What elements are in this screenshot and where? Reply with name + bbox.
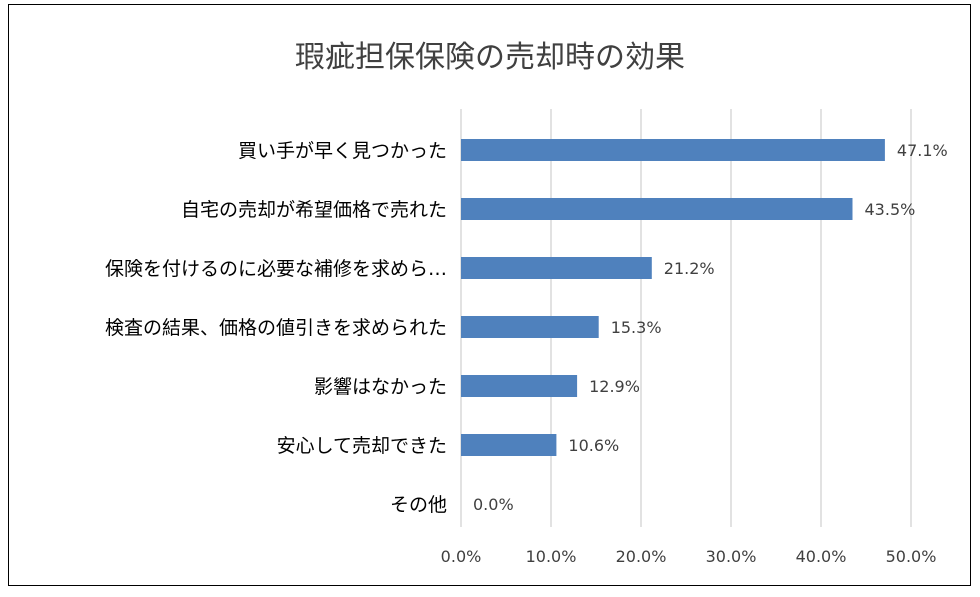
category-label: 検査の結果、価格の値引きを求められた bbox=[105, 317, 447, 339]
x-tick-label: 0.0% bbox=[441, 547, 482, 566]
chart-title: 瑕疵担保保険の売却時の効果 bbox=[295, 40, 685, 75]
category-labels: 買い手が早く見つかった自宅の売却が希望価格で売れた保険を付けるのに必要な補修を求… bbox=[105, 140, 447, 516]
x-tick-label: 30.0% bbox=[706, 547, 757, 566]
category-label: 影響はなかった bbox=[314, 376, 447, 398]
category-label: 保険を付けるのに必要な補修を求めら… bbox=[105, 258, 447, 280]
bar bbox=[461, 434, 557, 456]
category-label: 安心して売却できた bbox=[277, 435, 447, 457]
data-label: 15.3% bbox=[611, 318, 662, 337]
bar bbox=[461, 316, 599, 338]
x-tick-label: 10.0% bbox=[526, 547, 577, 566]
bar bbox=[461, 198, 853, 220]
category-label: 買い手が早く見つかった bbox=[238, 140, 447, 162]
bar bbox=[461, 139, 885, 161]
bars-group bbox=[461, 139, 885, 456]
chart-frame: 瑕疵担保保険の売却時の効果 買い手が早く見つかった自宅の売却が希望価格で売れた保… bbox=[8, 4, 971, 586]
bar bbox=[461, 257, 652, 279]
data-label: 21.2% bbox=[664, 259, 715, 278]
data-label: 12.9% bbox=[589, 377, 640, 396]
x-tick-labels: 0.0% 10.0% 20.0% 30.0% 40.0% 50.0% bbox=[441, 547, 937, 566]
data-label: 0.0% bbox=[473, 495, 514, 514]
x-tick-label: 40.0% bbox=[796, 547, 847, 566]
category-label: その他 bbox=[390, 494, 447, 516]
bar-chart: 瑕疵担保保険の売却時の効果 買い手が早く見つかった自宅の売却が希望価格で売れた保… bbox=[105, 40, 948, 566]
data-label: 10.6% bbox=[568, 436, 619, 455]
bar bbox=[461, 375, 578, 397]
category-label: 自宅の売却が希望価格で売れた bbox=[181, 199, 447, 221]
data-label: 47.1% bbox=[897, 141, 948, 160]
x-tick-label: 20.0% bbox=[616, 547, 667, 566]
x-tick-label: 50.0% bbox=[886, 547, 937, 566]
data-labels: 47.1% 43.5% 21.2% 15.3% 12.9% 10.6% 0.0% bbox=[473, 141, 948, 514]
data-label: 43.5% bbox=[865, 200, 916, 219]
grid-lines bbox=[460, 109, 912, 527]
